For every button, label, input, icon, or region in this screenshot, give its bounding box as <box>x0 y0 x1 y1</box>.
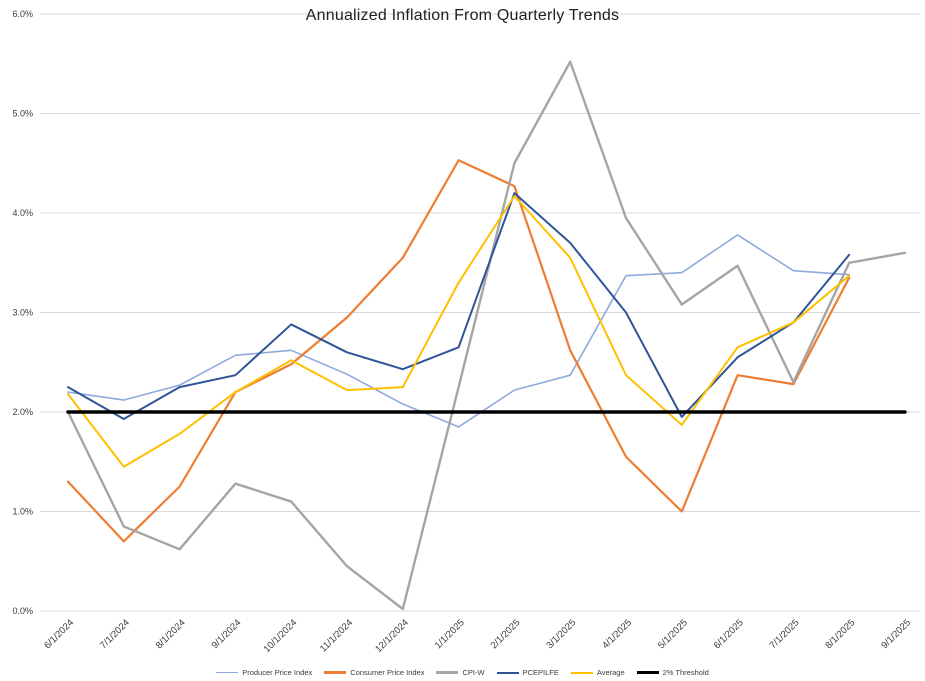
x-axis-tick-label: 7/1/2024 <box>98 617 132 651</box>
x-axis-tick-label: 9/1/2024 <box>210 617 244 651</box>
legend-swatch-producer-price-index <box>216 671 239 674</box>
legend-swatch-average <box>570 671 593 674</box>
y-axis-tick-label: 1.0% <box>12 507 33 517</box>
x-axis-tick-label: 9/1/2025 <box>879 617 913 651</box>
legend-label-average: Average <box>596 668 625 677</box>
legend-swatch-2-threshold <box>636 670 659 675</box>
series-line-average <box>67 195 851 468</box>
x-axis-tick-label: 5/1/2025 <box>656 617 690 651</box>
legend-swatch-pcepilfe <box>496 671 519 674</box>
y-axis-tick-label: 5.0% <box>12 109 33 119</box>
legend-label-2-threshold: 2% Threshold <box>662 668 709 677</box>
y-axis-tick-label: 2.0% <box>12 407 33 417</box>
legend-item-consumer-price-index: Consumer Price Index <box>324 668 424 677</box>
x-axis-tick-label: 2/1/2025 <box>489 617 523 651</box>
x-axis-tick-label: 10/1/2024 <box>262 617 300 655</box>
legend-item-cpi-w: CPI-W <box>436 668 485 677</box>
series-line-cpi-w <box>66 60 907 611</box>
legend-swatch-cpi-w <box>436 671 459 674</box>
y-axis-tick-label: 4.0% <box>12 208 33 218</box>
legend-label-cpi-w: CPI-W <box>462 668 485 677</box>
x-axis-tick-label: 8/1/2025 <box>823 617 857 651</box>
x-axis-tick-label: 3/1/2025 <box>544 617 578 651</box>
x-axis-tick-label: 11/1/2024 <box>318 617 355 654</box>
legend-item-2-threshold: 2% Threshold <box>636 668 709 677</box>
legend-label-pcepilfe: PCEPILFE <box>522 668 559 677</box>
x-axis-tick-label: 6/1/2024 <box>42 617 76 651</box>
y-axis-tick-label: 6.0% <box>12 9 33 19</box>
chart-title: Annualized Inflation From Quarterly Tren… <box>305 7 620 24</box>
y-axis-tick-label: 0.0% <box>12 606 33 616</box>
series-line-pcepilfe <box>67 192 851 420</box>
series-line-producer-price-index <box>67 234 851 428</box>
legend-item-average: Average <box>570 668 625 677</box>
chart-legend: Producer Price Index Consumer Price Index… <box>0 668 925 677</box>
legend-label-producer-price-index: Producer Price Index <box>242 668 313 677</box>
x-axis-tick-label: 6/1/2025 <box>712 617 746 651</box>
x-axis-tick-label: 7/1/2025 <box>768 617 802 651</box>
legend-item-pcepilfe: PCEPILFE <box>496 668 559 677</box>
y-axis-tick-label: 3.0% <box>12 308 33 318</box>
x-axis-tick-label: 8/1/2024 <box>154 617 188 651</box>
x-axis-tick-label: 4/1/2025 <box>600 617 634 651</box>
legend-item-producer-price-index: Producer Price Index <box>216 668 312 677</box>
x-axis-tick-label: 1/1/2025 <box>433 617 467 651</box>
x-axis-tick-label: 12/1/2024 <box>373 617 411 655</box>
series-line-consumer-price-index <box>66 159 851 543</box>
legend-swatch-consumer-price-index <box>324 671 347 674</box>
legend-label-consumer-price-index: Consumer Price Index <box>350 668 425 677</box>
